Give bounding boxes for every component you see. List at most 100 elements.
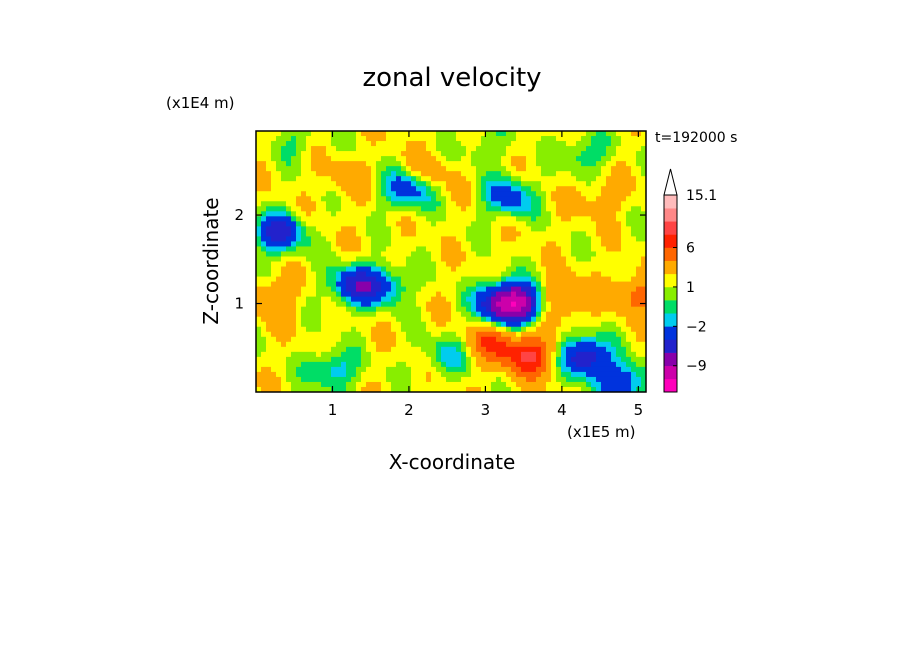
heatmap-cell bbox=[391, 326, 397, 333]
heatmap-cell bbox=[441, 266, 447, 273]
heatmap-cell bbox=[491, 181, 497, 187]
heatmap-cell bbox=[266, 276, 272, 283]
heatmap-cell bbox=[526, 221, 532, 227]
heatmap-cell bbox=[356, 166, 362, 172]
heatmap-cell bbox=[301, 371, 307, 378]
heatmap-cell bbox=[406, 151, 412, 157]
heatmap-cell bbox=[546, 371, 552, 378]
heatmap-cell bbox=[371, 301, 377, 308]
heatmap-cell bbox=[476, 176, 482, 182]
heatmap-cell bbox=[386, 236, 392, 243]
heatmap-cell bbox=[621, 251, 627, 258]
heatmap-cell bbox=[426, 151, 432, 157]
heatmap-cell bbox=[381, 191, 387, 197]
heatmap-cell bbox=[276, 341, 282, 348]
heatmap-cell bbox=[546, 336, 552, 343]
heatmap-cell bbox=[496, 136, 502, 142]
heatmap-cell bbox=[556, 146, 562, 152]
heatmap-cell bbox=[381, 176, 387, 182]
heatmap-cell bbox=[551, 166, 557, 172]
heatmap-cell bbox=[441, 371, 447, 378]
heatmap-cell bbox=[591, 261, 597, 268]
heatmap-cell bbox=[591, 351, 597, 358]
heatmap-cell bbox=[521, 386, 527, 392]
heatmap-cell bbox=[466, 321, 472, 328]
heatmap-cell bbox=[446, 286, 452, 293]
heatmap-cell bbox=[381, 186, 387, 192]
heatmap-cell bbox=[636, 261, 642, 268]
heatmap-cell bbox=[301, 301, 307, 308]
heatmap-cell bbox=[606, 156, 612, 162]
heatmap-cell bbox=[326, 181, 332, 187]
heatmap-cell bbox=[431, 276, 437, 283]
heatmap-cell bbox=[336, 351, 342, 358]
heatmap-cell bbox=[411, 171, 417, 177]
heatmap-cell bbox=[291, 241, 297, 248]
heatmap-cell bbox=[481, 256, 487, 263]
heatmap-cell bbox=[471, 326, 477, 333]
heatmap-cell bbox=[331, 266, 337, 273]
heatmap-cell bbox=[301, 196, 307, 202]
heatmap-cell bbox=[551, 366, 557, 373]
heatmap-cell bbox=[336, 246, 342, 253]
heatmap-cell bbox=[376, 326, 382, 333]
heatmap-cell bbox=[531, 236, 537, 243]
heatmap-cell bbox=[281, 301, 287, 308]
heatmap-cell bbox=[381, 236, 387, 243]
heatmap-cell bbox=[326, 291, 332, 298]
heatmap-cell bbox=[311, 311, 317, 318]
heatmap-cell bbox=[451, 186, 457, 192]
heatmap-cell bbox=[351, 241, 357, 248]
heatmap-cell bbox=[421, 216, 427, 222]
heatmap-cell bbox=[576, 276, 582, 283]
heatmap-cell bbox=[431, 331, 437, 338]
heatmap-cell bbox=[581, 336, 587, 343]
heatmap-cell bbox=[576, 166, 582, 172]
heatmap-cell bbox=[256, 131, 262, 137]
heatmap-cell bbox=[396, 156, 402, 162]
heatmap-cell bbox=[596, 341, 602, 348]
heatmap-cell bbox=[486, 301, 492, 308]
heatmap-cell bbox=[471, 201, 477, 207]
heatmap-cell bbox=[261, 221, 267, 227]
heatmap-cell bbox=[616, 136, 622, 142]
heatmap-cell bbox=[336, 286, 342, 293]
heatmap-cell bbox=[596, 306, 602, 313]
heatmap-cell bbox=[426, 366, 432, 373]
heatmap-cell bbox=[401, 271, 407, 278]
heatmap-cell bbox=[631, 176, 637, 182]
heatmap-cell bbox=[361, 216, 367, 222]
heatmap-cell bbox=[481, 136, 487, 142]
heatmap-cell bbox=[496, 361, 502, 368]
heatmap-cell bbox=[421, 241, 427, 248]
heatmap-cell bbox=[451, 326, 457, 333]
heatmap-cell bbox=[596, 331, 602, 338]
heatmap-cell bbox=[561, 306, 567, 313]
heatmap-cell bbox=[601, 241, 607, 248]
heatmap-cell bbox=[591, 191, 597, 197]
heatmap-cell bbox=[596, 366, 602, 373]
heatmap-cell bbox=[311, 306, 317, 313]
heatmap-cell bbox=[616, 331, 622, 338]
heatmap-cell bbox=[256, 301, 262, 308]
heatmap-cell bbox=[406, 171, 412, 177]
heatmap-cell bbox=[276, 201, 282, 207]
heatmap-cell bbox=[281, 181, 287, 187]
heatmap-cell bbox=[336, 216, 342, 222]
heatmap-cell bbox=[486, 291, 492, 298]
heatmap-cell bbox=[326, 376, 332, 383]
heatmap-cell bbox=[546, 216, 552, 222]
heatmap-cell bbox=[296, 361, 302, 368]
heatmap-cell bbox=[516, 366, 522, 373]
heatmap-cell bbox=[366, 281, 372, 288]
heatmap-cell bbox=[481, 156, 487, 162]
heatmap-cell bbox=[451, 171, 457, 177]
heatmap-cell bbox=[626, 366, 632, 373]
heatmap-cell bbox=[351, 351, 357, 358]
heatmap-cell bbox=[291, 316, 297, 323]
heatmap-cell bbox=[291, 371, 297, 378]
heatmap-cell bbox=[336, 146, 342, 152]
heatmap-cell bbox=[501, 321, 507, 328]
heatmap-cell bbox=[466, 201, 472, 207]
heatmap-cell bbox=[391, 386, 397, 392]
